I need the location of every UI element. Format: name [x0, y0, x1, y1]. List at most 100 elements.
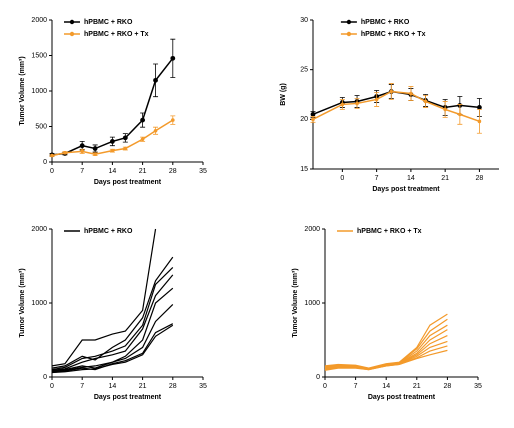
x-tick-label: 0 — [50, 383, 54, 390]
data-point — [153, 77, 158, 83]
series-line — [51, 287, 174, 372]
y-tick-label: 30 — [300, 17, 308, 24]
x-tick-label: 14 — [407, 175, 415, 182]
y-tick-label: 25 — [300, 67, 308, 74]
legend-label: hPBMC + RKO + Tx — [357, 228, 422, 235]
series-line — [51, 256, 174, 369]
panel: 0 1000 2000 0 7 14 21 28 35 Days post treatment Tu… — [19, 226, 207, 401]
x-tick-label: 0 — [323, 383, 327, 390]
data-point — [50, 153, 54, 158]
y-tick-label: 500 — [35, 123, 47, 130]
x-axis-label: Days post treatment — [94, 179, 162, 186]
x-axis-label: Days post treatment — [94, 394, 162, 401]
x-tick-label: 7 — [80, 383, 84, 390]
y-tick-label: 1000 — [31, 88, 47, 95]
x-tick-label: 35 — [474, 383, 482, 390]
data-point — [122, 135, 128, 141]
x-tick-label: 21 — [441, 175, 449, 182]
data-point — [340, 102, 345, 107]
x-tick-label: 28 — [169, 383, 177, 390]
data-point — [110, 139, 115, 144]
x-tick-label: 21 — [413, 383, 421, 390]
data-point — [477, 105, 482, 110]
x-axis-label: Days post treatment — [372, 186, 440, 193]
panel: 0 500 1000 1500 2000 0 7 14 21 28 35 Days post trea… — [19, 17, 207, 186]
x-tick-label: 14 — [382, 383, 390, 390]
y-tick-label: 0 — [43, 159, 47, 166]
y-axis-label: Tumor Volume (mm³) — [19, 268, 26, 337]
data-point — [423, 99, 428, 104]
series-line — [324, 349, 448, 371]
x-tick-label: 28 — [169, 168, 177, 175]
x-tick-label: 14 — [109, 383, 117, 390]
x-tick-label: 14 — [109, 168, 117, 175]
legend-marker — [346, 19, 352, 25]
series-line — [51, 304, 174, 373]
series-line — [312, 90, 480, 123]
legend-marker — [69, 19, 75, 25]
data-point — [63, 150, 67, 155]
x-tick-label: 21 — [139, 168, 147, 175]
y-tick-label: 1000 — [304, 300, 320, 307]
legend-marker — [69, 31, 75, 37]
data-point — [110, 148, 115, 153]
series-line — [51, 323, 174, 374]
y-tick-label: 2000 — [31, 17, 47, 24]
series-line — [324, 329, 448, 370]
x-tick-label: 28 — [476, 175, 484, 182]
y-tick-label: 0 — [43, 374, 47, 381]
data-point — [389, 89, 394, 94]
data-point — [92, 146, 98, 151]
data-point — [140, 137, 145, 142]
data-point — [477, 119, 482, 124]
x-tick-label: 21 — [139, 383, 147, 390]
data-point — [79, 143, 85, 149]
data-point — [443, 107, 447, 112]
data-point — [80, 149, 84, 154]
legend-marker — [346, 31, 352, 37]
legend-label: hPBMC + RKO + Tx — [84, 31, 149, 38]
legend-label: hPBMC + RKO — [84, 19, 133, 26]
series-line — [312, 90, 480, 116]
series-line — [51, 267, 174, 371]
data-point — [374, 97, 379, 102]
series-line — [51, 228, 157, 367]
y-axis-label: Tumor Volume (mm³) — [19, 56, 26, 125]
x-tick-label: 7 — [354, 383, 358, 390]
x-tick-label: 28 — [444, 383, 452, 390]
data-point — [123, 146, 128, 151]
data-point — [310, 111, 316, 117]
y-tick-label: 0 — [316, 374, 320, 381]
x-tick-label: 0 — [50, 168, 54, 175]
data-point — [458, 112, 462, 117]
data-point — [153, 128, 158, 133]
panel: 0 1000 2000 0 7 14 21 28 35 Days post treatment Tu… — [292, 226, 482, 401]
data-point — [311, 117, 315, 122]
x-tick-label: 7 — [80, 168, 84, 175]
panel: 15 20 25 30 0 7 14 21 28 Days post treatment BW (g… — [280, 17, 499, 193]
legend-label: hPBMC + RKO — [84, 228, 133, 235]
series-line — [51, 274, 174, 371]
x-axis-label: Days post treatment — [368, 394, 436, 401]
x-tick-label: 35 — [199, 383, 207, 390]
data-point — [140, 117, 146, 123]
data-point — [355, 101, 359, 106]
y-tick-label: 15 — [300, 166, 308, 173]
data-point — [93, 152, 97, 156]
y-axis-label: BW (g) — [280, 83, 287, 106]
y-tick-label: 20 — [300, 116, 308, 123]
y-tick-label: 2000 — [31, 226, 47, 233]
x-tick-label: 7 — [375, 175, 379, 182]
y-tick-label: 1500 — [31, 52, 47, 59]
data-point — [170, 55, 176, 61]
y-tick-label: 1000 — [31, 300, 47, 307]
data-point — [409, 91, 413, 96]
legend-label: hPBMC + RKO + Tx — [361, 31, 426, 38]
y-axis-label: Tumor Volume (mm³) — [292, 268, 299, 337]
series-line — [51, 324, 174, 374]
legend-label: hPBMC + RKO — [361, 19, 410, 26]
y-tick-label: 2000 — [304, 226, 320, 233]
x-tick-label: 35 — [199, 168, 207, 175]
data-point — [171, 118, 175, 122]
